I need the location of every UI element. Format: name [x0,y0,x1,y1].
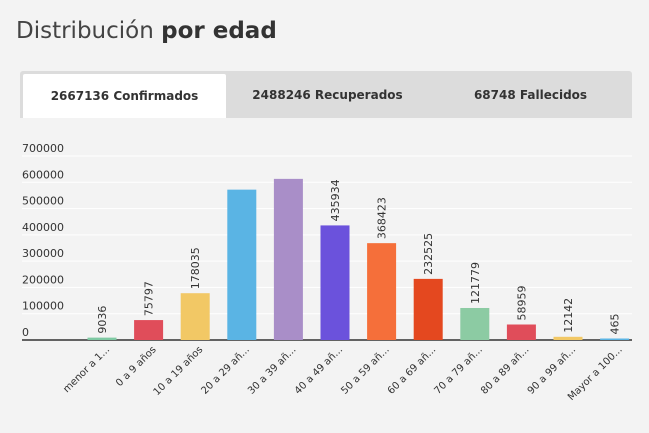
title-bold: por edad [161,18,277,44]
tab-bar: 2667136 Confirmados 2488246 Recuperados … [20,71,632,118]
bar-value-label: 58959 [515,286,528,321]
y-tick-label: 500000 [22,195,64,208]
bar [320,225,350,340]
title-light: Distribución [16,18,154,44]
y-tick-label: 200000 [22,273,64,286]
bar [227,189,257,340]
y-tick-label: 400000 [22,221,64,234]
y-tick-label: 100000 [22,300,64,313]
tab-recuperados[interactable]: 2488246 Recuperados [252,87,403,102]
x-tick-label: 90 a 99 añ... [526,344,578,396]
bar [506,324,536,340]
tab-fallecidos[interactable]: 68748 Fallecidos [473,87,588,102]
y-tick-label: 600000 [22,168,64,181]
bar-value-label: 232525 [422,233,435,275]
bar [180,293,210,340]
bar [600,338,630,340]
bar-value-label: 178035 [189,247,202,289]
x-tick-label: 0 a 9 años [114,344,159,389]
y-tick-label: 0 [22,326,29,339]
bar-value-label: 121779 [469,262,482,304]
x-tick-label: menor a 1... [61,344,112,395]
bar-value-label: 9036 [96,306,109,334]
bar [460,307,490,340]
y-tick-label: 700000 [22,142,64,155]
x-tick-label: 70 a 79 añ... [433,344,485,396]
bar-value-label: 435934 [329,179,342,221]
bar [367,243,397,340]
bar [87,337,117,340]
x-tick-label: 60 a 69 añ... [386,344,438,396]
bar [134,320,164,340]
bar [553,336,583,340]
bar-value-label: 465 [609,314,622,335]
x-tick-label: 50 a 59 añ... [339,344,391,396]
y-tick-label: 300000 [22,247,64,260]
x-tick-label: 80 a 89 añ... [479,344,531,396]
x-tick-label: 10 a 19 años [152,344,206,398]
x-tick-label: 20 a 29 añ... [200,344,252,396]
x-tick-label: 40 a 49 añ... [293,344,345,396]
age-distribution-chart: 700000 600000 500000 400000 300000 200000 1000… [22,142,632,403]
bar-value-label: 12142 [562,298,575,333]
bar [273,178,303,340]
bar-value-label: 75797 [143,281,156,316]
tab-confirmados[interactable]: 2667136 Confirmados [23,74,226,118]
x-tick-label: 30 a 39 añ... [246,344,298,396]
page-title: Distribución por edad [16,18,277,44]
bar [413,278,443,340]
bar-value-label: 368423 [376,197,389,239]
